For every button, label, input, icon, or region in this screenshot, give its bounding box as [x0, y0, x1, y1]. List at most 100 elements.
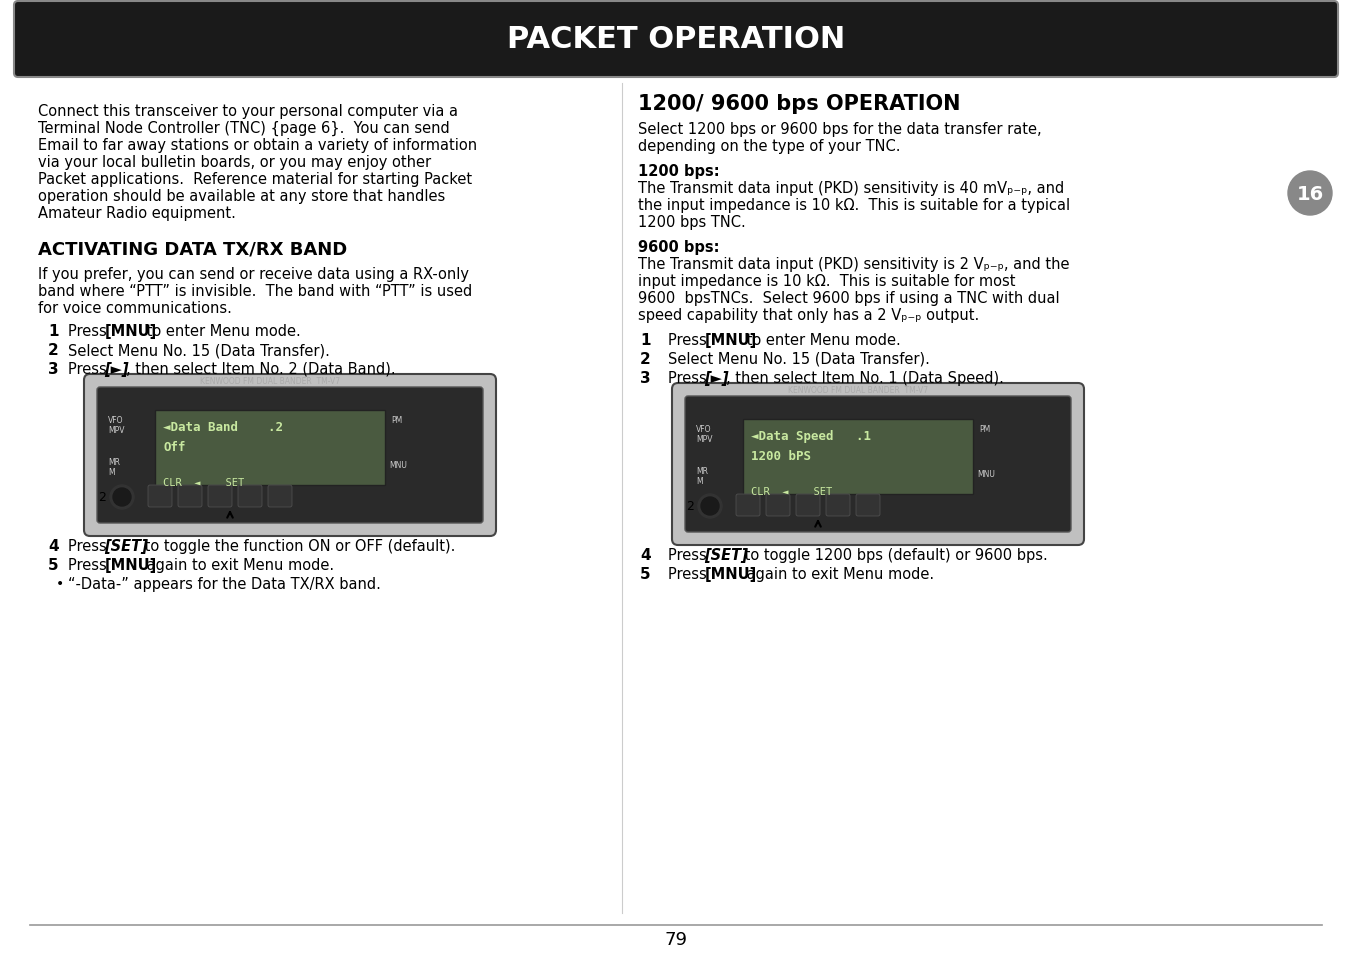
Bar — [744, 419, 973, 495]
Text: VFO
MPV: VFO MPV — [696, 424, 713, 444]
FancyBboxPatch shape — [97, 388, 483, 523]
FancyBboxPatch shape — [685, 396, 1071, 533]
Text: Email to far away stations or obtain a variety of information: Email to far away stations or obtain a v… — [38, 138, 477, 152]
Text: 2: 2 — [685, 500, 694, 513]
Text: ACTIVATING DATA TX/RX BAND: ACTIVATING DATA TX/RX BAND — [38, 241, 347, 258]
Circle shape — [114, 489, 131, 506]
FancyBboxPatch shape — [796, 495, 821, 517]
Text: CLR  ◄    SET: CLR ◄ SET — [164, 477, 245, 488]
Text: If you prefer, you can send or receive data using a RX-only: If you prefer, you can send or receive d… — [38, 267, 469, 282]
Text: KENWOOD FM DUAL BANDER  TM-V7: KENWOOD FM DUAL BANDER TM-V7 — [200, 376, 341, 386]
Text: MR
M: MR M — [696, 467, 708, 486]
Text: [MNU]: [MNU] — [104, 558, 157, 573]
FancyBboxPatch shape — [826, 495, 850, 517]
Circle shape — [1288, 172, 1332, 215]
Text: Packet applications.  Reference material for starting Packet: Packet applications. Reference material … — [38, 172, 472, 187]
Text: Press: Press — [68, 558, 111, 573]
FancyBboxPatch shape — [14, 2, 1338, 78]
Circle shape — [110, 485, 134, 510]
Text: Press: Press — [668, 566, 711, 581]
Text: 4: 4 — [49, 538, 58, 554]
Text: VFO
MPV: VFO MPV — [108, 416, 124, 435]
Text: band where “PTT” is invisible.  The band with “PTT” is used: band where “PTT” is invisible. The band … — [38, 284, 472, 298]
Text: KENWOOD FM DUAL BANDER  TM-V7: KENWOOD FM DUAL BANDER TM-V7 — [788, 386, 927, 395]
FancyBboxPatch shape — [238, 485, 262, 507]
Text: PM: PM — [979, 424, 990, 434]
Text: “-Data-” appears for the Data TX/RX band.: “-Data-” appears for the Data TX/RX band… — [68, 577, 381, 592]
Text: PM: PM — [391, 416, 403, 424]
Text: MNU: MNU — [977, 470, 995, 478]
Text: [SET]: [SET] — [104, 538, 149, 554]
Text: , then select Item No. 1 (Data Speed).: , then select Item No. 1 (Data Speed). — [726, 371, 1003, 386]
Text: Amateur Radio equipment.: Amateur Radio equipment. — [38, 206, 235, 221]
FancyBboxPatch shape — [268, 485, 292, 507]
Text: 2: 2 — [639, 352, 650, 367]
Text: PACKET OPERATION: PACKET OPERATION — [507, 26, 845, 54]
Text: CLR  ◄    SET: CLR ◄ SET — [750, 486, 833, 497]
FancyBboxPatch shape — [84, 375, 496, 537]
Text: 2: 2 — [49, 343, 58, 357]
Text: to toggle 1200 bps (default) or 9600 bps.: to toggle 1200 bps (default) or 9600 bps… — [740, 547, 1048, 562]
Text: [SET]: [SET] — [704, 547, 749, 562]
Text: Select Menu No. 15 (Data Transfer).: Select Menu No. 15 (Data Transfer). — [68, 343, 330, 357]
Text: 1: 1 — [639, 333, 650, 348]
Text: 5: 5 — [49, 558, 58, 573]
Text: Select Menu No. 15 (Data Transfer).: Select Menu No. 15 (Data Transfer). — [668, 352, 930, 367]
Text: to enter Menu mode.: to enter Menu mode. — [142, 324, 301, 338]
Text: [MNU]: [MNU] — [704, 566, 757, 581]
Text: The Transmit data input (PKD) sensitivity is 40 mVₚ₋ₚ, and: The Transmit data input (PKD) sensitivit… — [638, 181, 1064, 195]
FancyBboxPatch shape — [147, 485, 172, 507]
FancyBboxPatch shape — [178, 485, 201, 507]
Text: depending on the type of your TNC.: depending on the type of your TNC. — [638, 139, 900, 153]
Text: 1200 bps:: 1200 bps: — [638, 164, 719, 179]
Text: speed capability that only has a 2 Vₚ₋ₚ output.: speed capability that only has a 2 Vₚ₋ₚ … — [638, 308, 979, 323]
Text: 2: 2 — [97, 491, 105, 504]
Circle shape — [700, 497, 719, 516]
Text: Off: Off — [164, 440, 185, 454]
Text: 1200/ 9600 bps OPERATION: 1200/ 9600 bps OPERATION — [638, 94, 960, 113]
Text: to toggle the function ON or OFF (default).: to toggle the function ON or OFF (defaul… — [139, 538, 456, 554]
FancyBboxPatch shape — [856, 495, 880, 517]
Text: Terminal Node Controller (TNC) {page 6}.  You can send: Terminal Node Controller (TNC) {page 6}.… — [38, 121, 450, 136]
Text: 3: 3 — [49, 361, 58, 376]
Text: •: • — [55, 577, 65, 590]
FancyBboxPatch shape — [672, 384, 1084, 545]
Text: 1200 bPS: 1200 bPS — [750, 450, 811, 462]
Text: 1200 bps TNC.: 1200 bps TNC. — [638, 214, 746, 230]
Text: via your local bulletin boards, or you may enjoy other: via your local bulletin boards, or you m… — [38, 154, 431, 170]
Circle shape — [698, 495, 722, 518]
Text: again to exit Menu mode.: again to exit Menu mode. — [742, 566, 934, 581]
Text: 9600  bpsTNCs.  Select 9600 bps if using a TNC with dual: 9600 bpsTNCs. Select 9600 bps if using a… — [638, 291, 1060, 306]
Text: Press: Press — [68, 538, 111, 554]
Text: the input impedance is 10 kΩ.  This is suitable for a typical: the input impedance is 10 kΩ. This is su… — [638, 198, 1071, 213]
Text: MNU: MNU — [389, 460, 407, 470]
Text: 5: 5 — [639, 566, 650, 581]
Text: Press: Press — [668, 371, 711, 386]
Text: Select 1200 bps or 9600 bps for the data transfer rate,: Select 1200 bps or 9600 bps for the data… — [638, 122, 1041, 137]
Text: [►]: [►] — [104, 361, 128, 376]
Text: 79: 79 — [664, 930, 688, 948]
Text: [MNU]: [MNU] — [704, 333, 757, 348]
Text: Press: Press — [668, 547, 711, 562]
Text: Press: Press — [668, 333, 711, 348]
Text: ◄Data Speed   .1: ◄Data Speed .1 — [750, 430, 871, 442]
Text: , then select Item No. 2 (Data Band).: , then select Item No. 2 (Data Band). — [126, 361, 395, 376]
Text: 3: 3 — [639, 371, 650, 386]
Text: for voice communications.: for voice communications. — [38, 301, 233, 315]
Text: ◄Data Band    .2: ◄Data Band .2 — [164, 420, 283, 434]
Text: MR
M: MR M — [108, 457, 120, 476]
Text: The Transmit data input (PKD) sensitivity is 2 Vₚ₋ₚ, and the: The Transmit data input (PKD) sensitivit… — [638, 256, 1069, 272]
Text: 1: 1 — [49, 324, 58, 338]
Text: Press: Press — [68, 361, 111, 376]
Text: operation should be available at any store that handles: operation should be available at any sto… — [38, 189, 445, 204]
Text: to enter Menu mode.: to enter Menu mode. — [742, 333, 900, 348]
Text: 9600 bps:: 9600 bps: — [638, 240, 719, 254]
FancyBboxPatch shape — [208, 485, 233, 507]
Text: [MNU]: [MNU] — [104, 324, 157, 338]
FancyBboxPatch shape — [767, 495, 790, 517]
Text: again to exit Menu mode.: again to exit Menu mode. — [142, 558, 334, 573]
Text: input impedance is 10 kΩ.  This is suitable for most: input impedance is 10 kΩ. This is suitab… — [638, 274, 1015, 289]
Text: 4: 4 — [639, 547, 650, 562]
Text: Press: Press — [68, 324, 111, 338]
Bar — [155, 411, 385, 485]
